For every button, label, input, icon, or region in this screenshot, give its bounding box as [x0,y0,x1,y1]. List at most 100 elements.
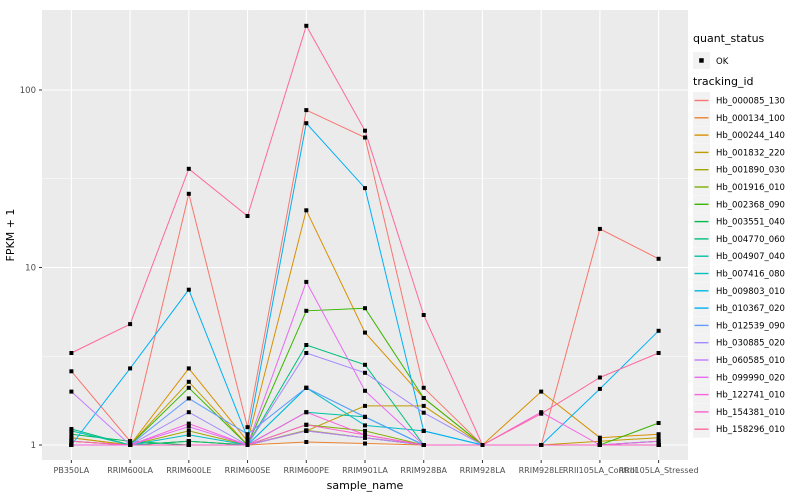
data-point [421,410,426,415]
data-point [656,439,661,444]
data-point [128,322,133,327]
data-point [128,366,133,371]
x-tick-label: RRIM928BA [400,466,447,475]
data-point [304,385,309,390]
x-tick-label: RRIM600PE [284,466,330,475]
data-point [186,421,191,426]
legend-item-label: Hb_000134_100 [716,114,785,124]
data-point [245,443,250,447]
data-point [539,443,544,447]
legend-item-label: Hb_009803_010 [716,287,785,297]
data-point [304,208,309,213]
data-point [539,389,544,394]
data-point [421,428,426,433]
data-point [69,369,74,374]
data-point [656,351,661,355]
data-point [656,328,661,333]
data-point [363,423,367,428]
data-point [186,379,191,384]
data-point [186,385,191,390]
data-point [304,23,309,28]
data-point [69,439,74,444]
data-point [186,410,191,415]
data-point [304,440,309,444]
y-axis-title: FPKM + 1 [4,209,17,262]
y-tick-label: 100 [20,86,36,96]
data-point [656,421,661,425]
data-point [421,313,426,317]
legend-item-label: Hb_060585_010 [716,356,785,366]
data-point [245,214,250,218]
data-point [128,443,133,447]
data-point [597,375,602,380]
data-point [186,191,191,196]
y-tick-label: 1 [31,441,36,451]
x-tick-label: RRII105LA_Control [563,466,637,475]
legend-item-label: Hb_000244_140 [716,131,785,141]
data-point [186,443,191,447]
x-tick-label: RRIM600LA [107,466,153,475]
x-axis-title: sample_name [327,479,404,492]
x-tick-label: RRIM928LE [519,466,564,475]
legend-item-label: Hb_002368_090 [716,200,785,210]
x-tick-label: PB350LA [54,466,90,475]
data-point [363,186,367,191]
legend-item-label: Hb_030885_020 [716,339,785,349]
data-point [363,388,367,393]
data-point [363,370,367,375]
data-point [245,439,250,444]
legend-item-label: Hb_001832_220 [716,148,785,158]
legend-item-label: Hb_099990_020 [716,373,785,383]
data-point [597,435,602,440]
legend-item-label: Hb_007416_080 [716,270,785,280]
legend-item-label: Hb_154381_010 [716,408,785,418]
legend-item-label: Hb_001916_010 [716,183,785,193]
data-point [304,121,309,126]
data-point [245,425,250,430]
data-point [128,439,133,444]
data-point [421,396,426,400]
data-point [597,226,602,231]
data-point [363,414,367,419]
data-point [421,403,426,408]
data-point [363,306,367,311]
data-point [69,389,74,394]
data-point [186,432,191,437]
data-point [69,428,74,433]
x-tick-label: RRIM600LE [166,466,211,475]
data-point [363,403,367,408]
legend-ok-label: OK [716,57,729,67]
legend-item-label: Hb_003551_040 [716,218,785,228]
legend-item-label: Hb_010367_020 [716,304,785,314]
data-point [363,435,367,440]
data-point [363,135,367,140]
data-point [656,443,661,447]
x-tick-label: RRIM901LA [342,466,388,475]
legend-item-label: Hb_004770_060 [716,235,785,245]
data-point [656,435,661,440]
legend-item-label: Hb_012539_090 [716,321,785,331]
data-point [363,362,367,367]
legend-item-label: Hb_158296_010 [716,425,785,435]
data-point [363,128,367,133]
data-point [69,351,74,355]
data-point [363,432,367,437]
data-point [539,411,544,416]
data-point [186,287,191,292]
data-point [186,396,191,401]
data-point [597,386,602,391]
data-point [304,279,309,284]
data-point [245,435,250,440]
data-point [480,443,485,447]
data-point [304,410,309,415]
legend-item-label: Hb_122741_010 [716,391,785,401]
data-point [186,428,191,433]
data-point [363,441,367,446]
data-point [69,435,74,440]
data-point [245,432,250,437]
data-point [69,432,74,437]
legend-item-label: Hb_004907_040 [716,252,785,262]
data-point [363,330,367,335]
